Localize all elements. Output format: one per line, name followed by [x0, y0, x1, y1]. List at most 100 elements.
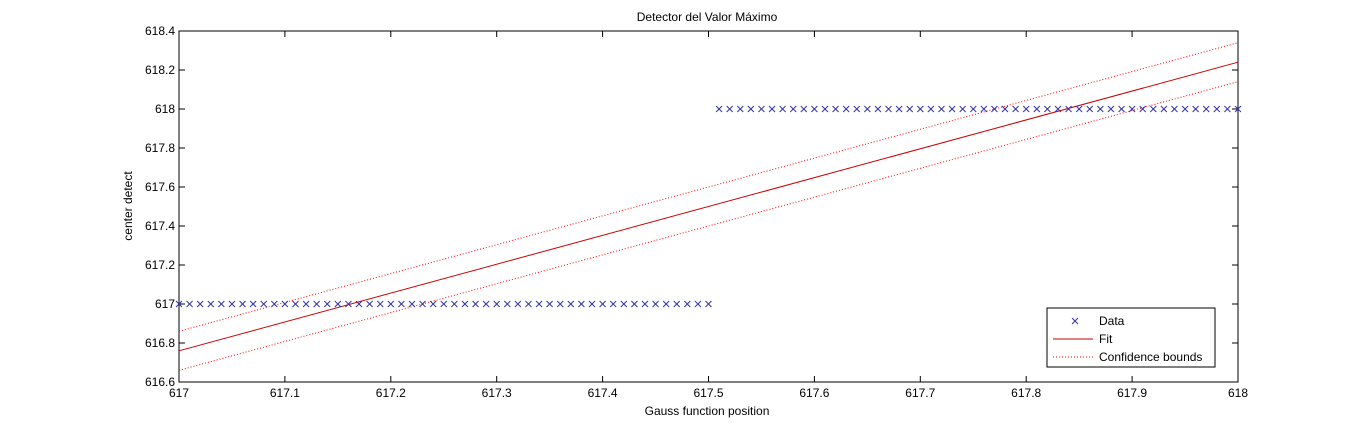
- x-tick-label: 617.4: [588, 386, 618, 400]
- data-point: [1224, 105, 1231, 113]
- data-point: [959, 105, 967, 113]
- data-point: [302, 300, 310, 308]
- data-point: [313, 300, 321, 308]
- y-tick-label: 617.2: [145, 258, 175, 272]
- data-point: [705, 300, 712, 308]
- legend-label-data: Data: [1099, 314, 1125, 328]
- y-tick-label: 617.6: [145, 180, 175, 194]
- data-points: [175, 105, 1242, 308]
- data-point: [1234, 105, 1242, 113]
- data-point: [270, 300, 278, 308]
- data-point: [1213, 105, 1221, 113]
- data-point: [334, 300, 342, 308]
- x-tick-label: 617.3: [482, 386, 512, 400]
- data-point: [450, 300, 458, 308]
- data-point: [747, 105, 755, 113]
- data-point: [207, 300, 215, 308]
- data-point: [1171, 105, 1178, 113]
- data-point: [1096, 105, 1104, 113]
- legend-label-confidence-bounds: Confidence bounds: [1099, 350, 1202, 364]
- data-point: [895, 105, 903, 113]
- data-point: [789, 105, 797, 113]
- data-point: [842, 105, 850, 113]
- x-tick-label: 617.1: [270, 386, 300, 400]
- data-point: [1044, 105, 1051, 113]
- data-point: [546, 300, 554, 308]
- data-point: [419, 300, 426, 308]
- data-point: [1149, 105, 1157, 113]
- data-point: [1012, 105, 1019, 113]
- data-point: [938, 105, 945, 113]
- data-point: [440, 300, 448, 308]
- data-point: [641, 300, 649, 308]
- data-point: [588, 300, 596, 308]
- data-point: [948, 105, 956, 113]
- data-point: [821, 105, 829, 113]
- data-point: [1086, 105, 1094, 113]
- y-tick-label: 617.4: [145, 219, 175, 233]
- data-point: [1160, 105, 1168, 113]
- y-axis-ticks: 616.6 616.8 617 617.2 617.4 617.6 617.8 618 618.…: [145, 24, 1238, 389]
- data-point: [1118, 105, 1125, 113]
- data-point: [1139, 105, 1147, 113]
- data-point: [1033, 105, 1041, 113]
- data-point: [927, 105, 935, 113]
- data-point: [556, 300, 564, 308]
- data-point: [186, 300, 193, 308]
- data-point: [811, 105, 818, 113]
- data-point: [387, 300, 395, 308]
- data-point: [567, 300, 575, 308]
- data-point: [768, 105, 776, 113]
- x-tick-label: 617: [169, 386, 189, 400]
- data-point: [969, 105, 977, 113]
- data-point: [800, 105, 808, 113]
- data-point: [482, 300, 490, 308]
- y-tick-label: 616.8: [145, 336, 175, 350]
- x-tick-label: 617.8: [1011, 386, 1041, 400]
- legend-label-fit: Fit: [1099, 332, 1113, 346]
- data-point: [874, 105, 882, 113]
- data-point: [525, 300, 532, 308]
- data-point: [398, 300, 405, 308]
- data-point: [599, 300, 606, 308]
- fit-line-path: [178, 61, 1239, 352]
- data-point: [863, 105, 871, 113]
- data-point: [376, 300, 384, 308]
- data-point: [196, 300, 204, 308]
- data-point: [652, 300, 659, 308]
- data-point: [726, 105, 734, 113]
- data-point: [694, 300, 702, 308]
- data-point: [662, 300, 670, 308]
- data-point: [885, 105, 892, 113]
- data-point: [429, 300, 437, 308]
- data-point: [260, 300, 268, 308]
- data-point: [292, 300, 299, 308]
- x-tick-label: 618: [1228, 386, 1248, 400]
- data-point: [736, 105, 744, 113]
- data-point: [239, 300, 246, 308]
- data-point: [472, 300, 479, 308]
- y-tick-label: 618.4: [145, 24, 175, 38]
- data-point: [218, 300, 225, 308]
- data-point: [673, 300, 681, 308]
- data-point: [228, 300, 236, 308]
- data-point: [980, 105, 988, 113]
- data-point: [408, 300, 416, 308]
- data-point: [1075, 105, 1083, 113]
- data-point: [355, 300, 363, 308]
- data-point: [461, 300, 469, 308]
- y-tick-label: 617.8: [145, 141, 175, 155]
- data-point: [609, 300, 617, 308]
- data-point: [366, 300, 373, 308]
- data-point: [832, 105, 839, 113]
- data-point: [514, 300, 522, 308]
- y-tick-label: 616.6: [145, 375, 175, 389]
- x-tick-label: 617.2: [376, 386, 406, 400]
- data-point: [631, 300, 638, 308]
- data-point: [1065, 105, 1072, 113]
- data-point: [323, 300, 331, 308]
- data-point: [916, 105, 924, 113]
- data-point: [1001, 105, 1009, 113]
- data-point: [1022, 105, 1030, 113]
